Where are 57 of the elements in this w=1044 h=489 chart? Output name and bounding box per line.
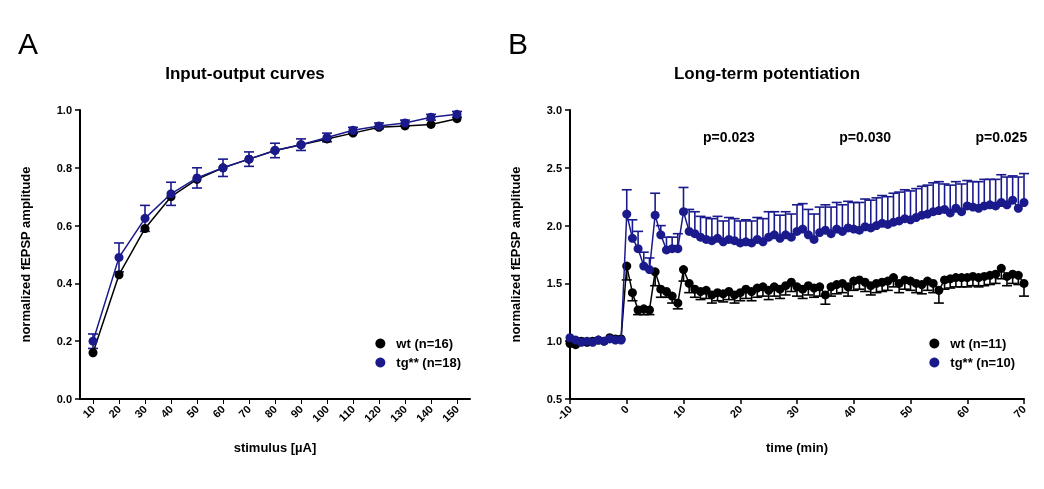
legend-label: wt (n=16) — [395, 336, 454, 351]
x-tick-label: 110 — [336, 402, 358, 424]
x-tick-label: 50 — [184, 402, 202, 420]
annotation: p=0.023 — [703, 129, 755, 145]
y-tick-label: 1.0 — [546, 335, 562, 348]
x-tick-label: 120 — [361, 402, 384, 425]
y-tick-label: 0.4 — [56, 277, 73, 290]
text: A — [18, 26, 39, 60]
x-tick-label: 140 — [413, 402, 436, 425]
x-tick-label: 10 — [670, 402, 688, 420]
x-tick-label: -10 — [554, 402, 575, 423]
x-tick-label: 20 — [727, 402, 745, 420]
point — [114, 252, 124, 262]
annotation: p=0.030 — [839, 129, 892, 145]
point — [88, 336, 98, 346]
x-tick-label: 10 — [80, 402, 98, 420]
y-tick-label: 2.5 — [546, 161, 562, 174]
y-tick-label: 1.0 — [56, 104, 72, 116]
point — [114, 270, 124, 280]
y-axis-title: normalized fEPSP amplitude — [508, 166, 523, 343]
x-tick-label: 40 — [840, 402, 858, 420]
x-tick-label: 150 — [439, 402, 462, 425]
x-tick-label: 60 — [954, 402, 972, 420]
y-tick-label: 0.8 — [56, 161, 72, 174]
x-tick-label: 130 — [387, 402, 410, 425]
x-tick-label: 40 — [158, 402, 176, 420]
y-tick-label: 3.0 — [546, 104, 562, 116]
x-tick-label: 0 — [618, 402, 631, 416]
x-tick-label: 100 — [309, 402, 332, 425]
x-tick-label: 70 — [236, 402, 254, 420]
legend-label: tg** (n=18) — [396, 355, 462, 370]
x-tick-label: 30 — [784, 402, 802, 420]
y-tick-label: 0.6 — [56, 219, 72, 232]
x-tick-label: 50 — [897, 402, 915, 420]
x-tick-label: 30 — [132, 402, 150, 420]
legend-label: tg** (n=10) — [950, 355, 1016, 370]
y-tick-label: 0.5 — [546, 393, 562, 405]
x-tick-label: 80 — [262, 402, 280, 420]
x-axis-title: stimulus [µA] — [233, 440, 317, 455]
y-tick-label: 1.5 — [546, 277, 562, 290]
point — [88, 348, 98, 358]
x-tick-label: 70 — [1011, 402, 1029, 420]
annotation: p=0.025 — [975, 129, 1028, 145]
x-tick-label: 90 — [288, 402, 306, 420]
x-tick-label: 60 — [210, 402, 228, 420]
chart-title: Input-output curves — [165, 64, 325, 83]
legend-label: wt (n=11) — [949, 336, 1007, 351]
y-tick-label: 2.0 — [546, 219, 562, 232]
x-tick-label: 20 — [106, 402, 124, 420]
y-tick-label: 0.2 — [56, 335, 72, 348]
point — [140, 213, 150, 223]
point — [140, 223, 150, 233]
text: B — [508, 26, 529, 60]
chart-title: Long-term potentiation — [673, 64, 861, 83]
y-tick-label: 0.0 — [56, 393, 72, 405]
x-axis-title: time (min) — [765, 440, 829, 455]
y-axis-title: normalized fEPSP amplitude — [18, 166, 33, 343]
